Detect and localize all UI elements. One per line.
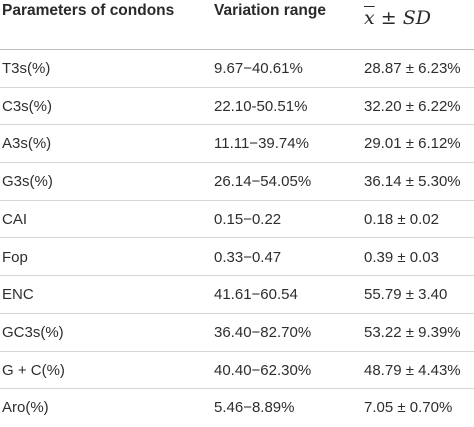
table-row: G3s(%) 26.14−54.05% 36.14 ± 5.30% bbox=[0, 163, 474, 201]
cell-range: 22.10-50.51% bbox=[214, 97, 308, 115]
cell-mean-sd: 7.05 ± 0.70% bbox=[364, 399, 453, 417]
table-row: G + C(%) 40.40−62.30% 48.79 ± 4.43% bbox=[0, 352, 474, 390]
cell-mean-sd: 36.14 ± 5.30% bbox=[364, 173, 461, 191]
cell-parameter: A3s(%) bbox=[2, 135, 52, 153]
cell-mean-sd: 32.20 ± 6.22% bbox=[364, 97, 461, 115]
cell-range: 40.40−62.30% bbox=[214, 361, 312, 379]
header-mean-sd: x ± SD bbox=[364, 7, 431, 29]
table-row: C3s(%) 22.10-50.51% 32.20 ± 6.22% bbox=[0, 88, 474, 126]
cell-mean-sd: 0.39 ± 0.03 bbox=[364, 248, 439, 266]
cell-parameter: T3s(%) bbox=[2, 60, 51, 77]
cell-parameter: G + C(%) bbox=[2, 361, 65, 379]
header-parameters: Parameters of condons bbox=[2, 2, 175, 19]
cell-parameter: Aro(%) bbox=[2, 399, 49, 417]
cell-mean-sd: 28.87 ± 6.23% bbox=[364, 60, 461, 77]
table-row: ENC 41.61−60.54 55.79 ± 3.40 bbox=[0, 276, 474, 314]
cell-mean-sd: 0.18 ± 0.02 bbox=[364, 210, 439, 228]
cell-range: 5.46−8.89% bbox=[214, 399, 295, 417]
cell-parameter: CAI bbox=[2, 210, 28, 228]
cell-mean-sd: 29.01 ± 6.12% bbox=[364, 135, 461, 153]
cell-range: 26.14−54.05% bbox=[214, 173, 312, 191]
cell-range: 36.40−82.70% bbox=[214, 323, 312, 341]
table-row: A3s(%) 11.11−39.74% 29.01 ± 6.12% bbox=[0, 125, 474, 164]
table-header-row: Parameters of condons Variation range x … bbox=[0, 0, 474, 50]
cell-range: 0.33−0.47 bbox=[214, 248, 282, 266]
cell-mean-sd: 55.79 ± 3.40 bbox=[364, 286, 448, 304]
cell-parameter: C3s(%) bbox=[2, 97, 53, 115]
cell-parameter: G3s(%) bbox=[2, 173, 53, 191]
cell-range: 0.15−0.22 bbox=[214, 210, 282, 228]
cell-parameter: ENC bbox=[2, 286, 34, 304]
cell-range: 41.61−60.54 bbox=[214, 286, 298, 304]
cell-range: 11.11−39.74% bbox=[214, 135, 309, 153]
table-row: CAI 0.15−0.22 0.18 ± 0.02 bbox=[0, 201, 474, 239]
cell-mean-sd: 48.79 ± 4.43% bbox=[364, 361, 461, 379]
cell-range: 9.67−40.61% bbox=[214, 60, 303, 77]
table-row: Fop 0.33−0.47 0.39 ± 0.03 bbox=[0, 239, 474, 277]
header-sd-label: ± SD bbox=[374, 7, 431, 29]
cell-parameter: Fop bbox=[2, 248, 28, 266]
table-row: T3s(%) 9.67−40.61% 28.87 ± 6.23% bbox=[0, 50, 474, 88]
cell-parameter: GC3s(%) bbox=[2, 323, 64, 341]
header-mean-symbol: x bbox=[364, 7, 375, 29]
header-variation-range: Variation range bbox=[214, 2, 326, 19]
table-row: GC3s(%) 36.40−82.70% 53.22 ± 9.39% bbox=[0, 314, 474, 352]
table-row: Aro(%) 5.46−8.89% 7.05 ± 0.70% bbox=[0, 389, 474, 427]
cell-mean-sd: 53.22 ± 9.39% bbox=[364, 323, 461, 341]
